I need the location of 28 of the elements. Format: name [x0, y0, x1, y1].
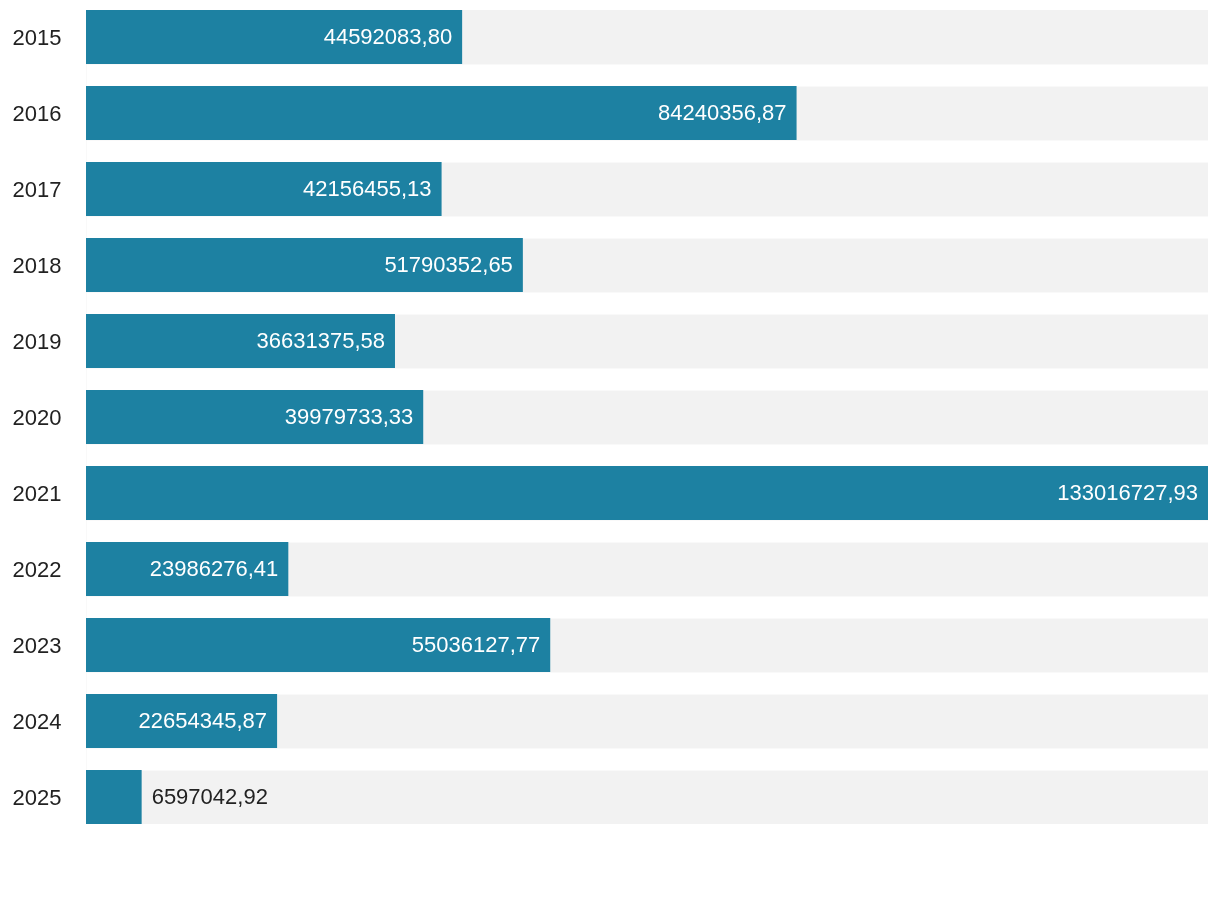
- data-label: 42156455,13: [303, 176, 432, 201]
- bar: [86, 770, 142, 824]
- y-tick-label: 2021: [12, 480, 62, 506]
- data-label: 44592083,80: [323, 24, 453, 49]
- y-tick-label: 2025: [12, 784, 62, 810]
- bar: [86, 390, 424, 444]
- y-tick-label: 2015: [12, 24, 62, 50]
- data-label: 51790352,65: [384, 252, 513, 277]
- y-tick-label: 2016: [12, 100, 62, 126]
- bar: [86, 314, 395, 368]
- data-label: 55036127,77: [411, 632, 541, 657]
- y-tick-label: 2022: [12, 556, 62, 582]
- data-label: 6597042,92: [151, 784, 268, 809]
- y-tick-label: 2019: [12, 328, 62, 354]
- bar: [86, 162, 442, 216]
- y-tick-label: 2018: [12, 252, 62, 278]
- data-label: 36631375,58: [256, 328, 385, 353]
- data-label: 23986276,41: [149, 556, 279, 581]
- y-tick-label: 2020: [12, 404, 62, 430]
- data-label: 84240356,87: [658, 100, 787, 125]
- data-label: 39979733,33: [284, 404, 414, 429]
- data-label: 22654345,87: [138, 708, 268, 733]
- y-tick-label: 2024: [12, 708, 62, 734]
- bar: [86, 542, 289, 596]
- y-tick-label: 2017: [12, 176, 62, 202]
- y-tick-label: 2023: [12, 632, 62, 658]
- bar: [86, 694, 278, 748]
- data-label: 133016727,93: [1057, 480, 1198, 505]
